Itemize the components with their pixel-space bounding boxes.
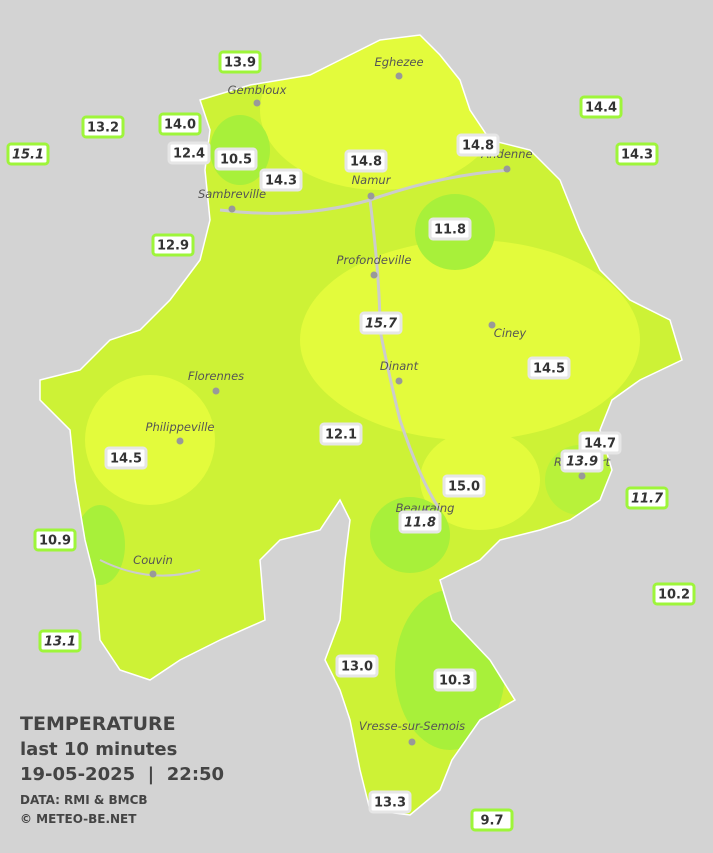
town-dot [395, 377, 403, 385]
legend-subtitle: last 10 minutes [20, 739, 177, 760]
town-name: Dinant [380, 359, 419, 373]
town-dot [228, 205, 236, 213]
station-value: 11.8 [434, 223, 466, 238]
station-box [579, 95, 623, 119]
town-dot [503, 165, 511, 173]
town-dot [408, 738, 416, 746]
town-name: Vresse-sur-Semois [359, 719, 465, 733]
station-box [625, 486, 669, 510]
station-box [615, 142, 659, 166]
town-name: Sambreville [198, 187, 266, 201]
town-dot [370, 271, 378, 279]
station-value: 15.1 [12, 148, 44, 163]
station-box [104, 446, 148, 470]
station-value: 14.3 [265, 174, 297, 189]
station-value: 15.7 [365, 317, 398, 332]
town-dot [149, 570, 157, 578]
station-box [158, 112, 202, 136]
town-name: Philippeville [146, 420, 215, 434]
legend-source: DATA: RMI & BMCB [20, 793, 148, 807]
station-box [442, 474, 486, 498]
station-box [167, 141, 211, 165]
station-value: 13.2 [87, 121, 119, 136]
station-box [344, 149, 388, 173]
town-dot [488, 321, 496, 329]
station-value: 14.3 [621, 148, 653, 163]
town-dot [253, 99, 261, 107]
station-value: 14.8 [350, 155, 382, 170]
station-value: 14.5 [533, 362, 565, 377]
station-box [259, 168, 303, 192]
town-name: Ciney [494, 326, 527, 340]
station-box [527, 356, 571, 380]
town-name: Gembloux [228, 83, 287, 97]
station-value: 12.4 [173, 147, 205, 162]
station-box [38, 629, 82, 653]
station-box [6, 142, 50, 166]
legend: TEMPERATURE last 10 minutes 19-05-2025 |… [20, 713, 224, 826]
station-value: 11.7 [631, 492, 664, 507]
town-name: Namur [352, 173, 392, 187]
station-box [218, 50, 262, 74]
station-value: 14.4 [585, 101, 617, 116]
town-name: Eghezee [374, 55, 423, 69]
station-box [428, 217, 472, 241]
town-name: Florennes [188, 369, 244, 383]
legend-credit: © METEO-BE.NET [20, 812, 137, 826]
town-name: Couvin [133, 553, 173, 567]
station-value: 12.9 [157, 239, 189, 254]
town-dot [212, 387, 220, 395]
station-box [368, 790, 412, 814]
legend-title: TEMPERATURE [20, 713, 176, 735]
station-value: 13.0 [341, 660, 373, 675]
legend-datetime: 19-05-2025 | 22:50 [20, 764, 224, 785]
station-box [335, 654, 379, 678]
station-value: 14.5 [110, 452, 142, 467]
station-box [433, 668, 477, 692]
station-value: 10.9 [39, 534, 71, 549]
station-box [652, 582, 696, 606]
town-name: Profondeville [337, 253, 412, 267]
station-value: 9.7 [480, 814, 503, 829]
town-dot [367, 192, 375, 200]
station-box [214, 147, 258, 171]
station-box [456, 133, 500, 157]
station-box [470, 808, 514, 832]
station-value: 14.7 [584, 437, 616, 452]
station-box [81, 115, 125, 139]
station-value: 11.8 [404, 516, 436, 531]
station-value: 14.8 [462, 139, 494, 154]
station-value: 13.3 [374, 796, 406, 811]
station-value: 13.1 [44, 635, 76, 650]
station-box [151, 233, 195, 257]
station-value: 12.1 [325, 428, 357, 443]
town-dot [578, 472, 586, 480]
station-value: 13.9 [566, 455, 598, 470]
station-box [359, 311, 403, 335]
station-box [398, 510, 442, 534]
town-dot [176, 437, 184, 445]
station-value: 10.5 [220, 153, 252, 168]
station-box [560, 449, 604, 473]
station-box [319, 422, 363, 446]
station-value: 14.0 [164, 118, 196, 133]
station-value: 10.2 [658, 588, 690, 603]
town-dot [395, 72, 403, 80]
station-value: 15.0 [448, 480, 480, 495]
station-value: 13.9 [224, 56, 256, 71]
station-box [33, 528, 77, 552]
station-value: 10.3 [439, 674, 471, 689]
